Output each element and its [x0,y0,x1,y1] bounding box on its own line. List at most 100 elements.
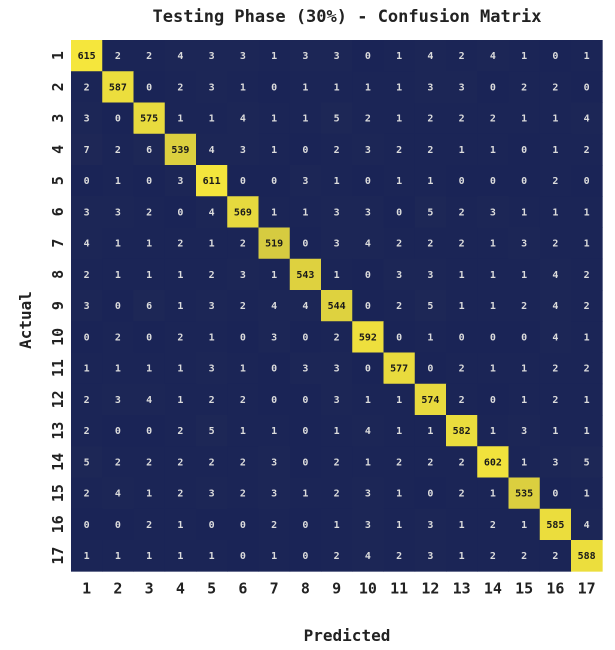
cell-value-label: 574 [421,395,439,406]
heatmap-cell [383,227,416,260]
heatmap-cell [196,196,228,228]
x-tick-label: 12 [421,579,439,597]
heatmap-cell [258,40,291,72]
cell-value-label: 3 [209,301,215,312]
heatmap-grid: 615 2 2 4 3 3 1 3 3 0 1 4 2 4 1 0 12 587 0 2 3 1 0 1 1 1 1 3 3 0 2 2 03 0… [71,40,603,572]
cell-value-label: 0 [240,551,246,562]
heatmap-cell [477,133,509,166]
heatmap-cell [446,40,478,72]
cell-value-label: 3 [334,364,340,375]
cell-value-label: 2 [209,395,215,406]
heatmap-cell [539,446,572,478]
cell-value-label: 0 [365,364,371,375]
cell-value-label: 3 [334,51,340,62]
heatmap-cell [414,133,447,166]
cell-value-label: 2 [240,395,246,406]
heatmap-cell [477,196,509,228]
cell-value-label: 0 [302,426,308,437]
cell-value-label: 0 [115,426,121,437]
cell-value-label: 0 [490,176,496,187]
heatmap-cell [571,383,603,416]
heatmap-cell [414,415,447,447]
heatmap-cell [508,540,541,572]
cell-value-label: 2 [146,457,152,468]
heatmap-cell [71,446,103,478]
x-tick-label: 8 [301,579,310,597]
heatmap-cell [446,352,478,385]
cell-value-label: 3 [365,145,371,156]
y-tick-label: 3 [49,114,67,123]
heatmap-cell [102,133,134,166]
cell-value-label: 3 [84,114,90,125]
heatmap-cell [414,508,447,541]
heatmap-cell [71,258,103,291]
heatmap-cell [477,227,509,260]
cell-value-label: 3 [240,51,246,62]
cell-value-label: 0 [552,489,558,500]
y-tick-label: 15 [49,484,67,502]
heatmap-cell [352,290,384,322]
cell-value-label: 2 [240,457,246,468]
heatmap-cell [133,290,166,322]
cell-value-label: 1 [396,82,402,93]
x-tick-label: 5 [207,579,216,597]
cell-value-label: 5 [427,301,433,312]
heatmap-cell [539,102,572,135]
heatmap-cell [164,540,197,572]
cell-value-label: 1 [396,51,402,62]
x-tick-label: 14 [484,579,502,597]
y-tick-label: 2 [49,82,67,91]
heatmap-cell [227,258,259,291]
heatmap-cell [71,165,103,197]
x-tick-label: 10 [359,579,377,597]
cell-value-label: 2 [552,395,558,406]
cell-value-label: 1 [396,426,402,437]
heatmap-cell [414,258,447,291]
heatmap-cell [289,415,322,447]
x-tick-label: 6 [238,579,247,597]
cell-value-label: 1 [177,114,183,125]
heatmap-cell [258,321,291,353]
heatmap-cell [71,415,103,447]
heatmap-cell [258,196,291,228]
heatmap-cell [414,227,447,260]
cell-value-label: 2 [459,457,465,468]
heatmap-cell [102,258,134,291]
heatmap-cell [133,40,166,72]
cell-value-label: 1 [584,426,590,437]
cell-value-label: 3 [302,176,308,187]
cell-value-label: 1 [365,457,371,468]
heatmap-cell [289,258,322,291]
cell-value-label: 2 [490,114,496,125]
heatmap-cell [508,102,541,135]
x-tick-label: 4 [176,579,185,597]
heatmap-cell [133,540,166,572]
heatmap-cell [383,446,416,478]
cell-value-label: 0 [240,520,246,531]
cell-value-label: 4 [490,51,496,62]
y-tick-label: 10 [49,328,67,346]
heatmap-cell [352,540,384,572]
cell-value-label: 1 [302,489,308,500]
cell-value-label: 1 [115,176,121,187]
x-tick-label: 13 [453,579,471,597]
cell-value-label: 0 [521,176,527,187]
heatmap-cell [258,508,291,541]
heatmap-cell [71,196,103,228]
cell-value-label: 3 [240,145,246,156]
cell-value-label: 1 [177,270,183,281]
heatmap-cell [477,508,509,541]
cell-value-label: 1 [584,51,590,62]
cell-value-label: 3 [209,489,215,500]
cell-value-label: 2 [552,239,558,250]
x-tick-label: 17 [578,579,596,597]
cell-value-label: 2 [552,82,558,93]
cell-value-label: 4 [552,270,558,281]
x-tick-label: 2 [113,579,122,597]
cell-value-label: 2 [396,457,402,468]
cell-value-label: 1 [396,520,402,531]
heatmap-cell [446,321,478,353]
cell-value-label: 4 [115,489,121,500]
heatmap-cell [196,133,228,166]
